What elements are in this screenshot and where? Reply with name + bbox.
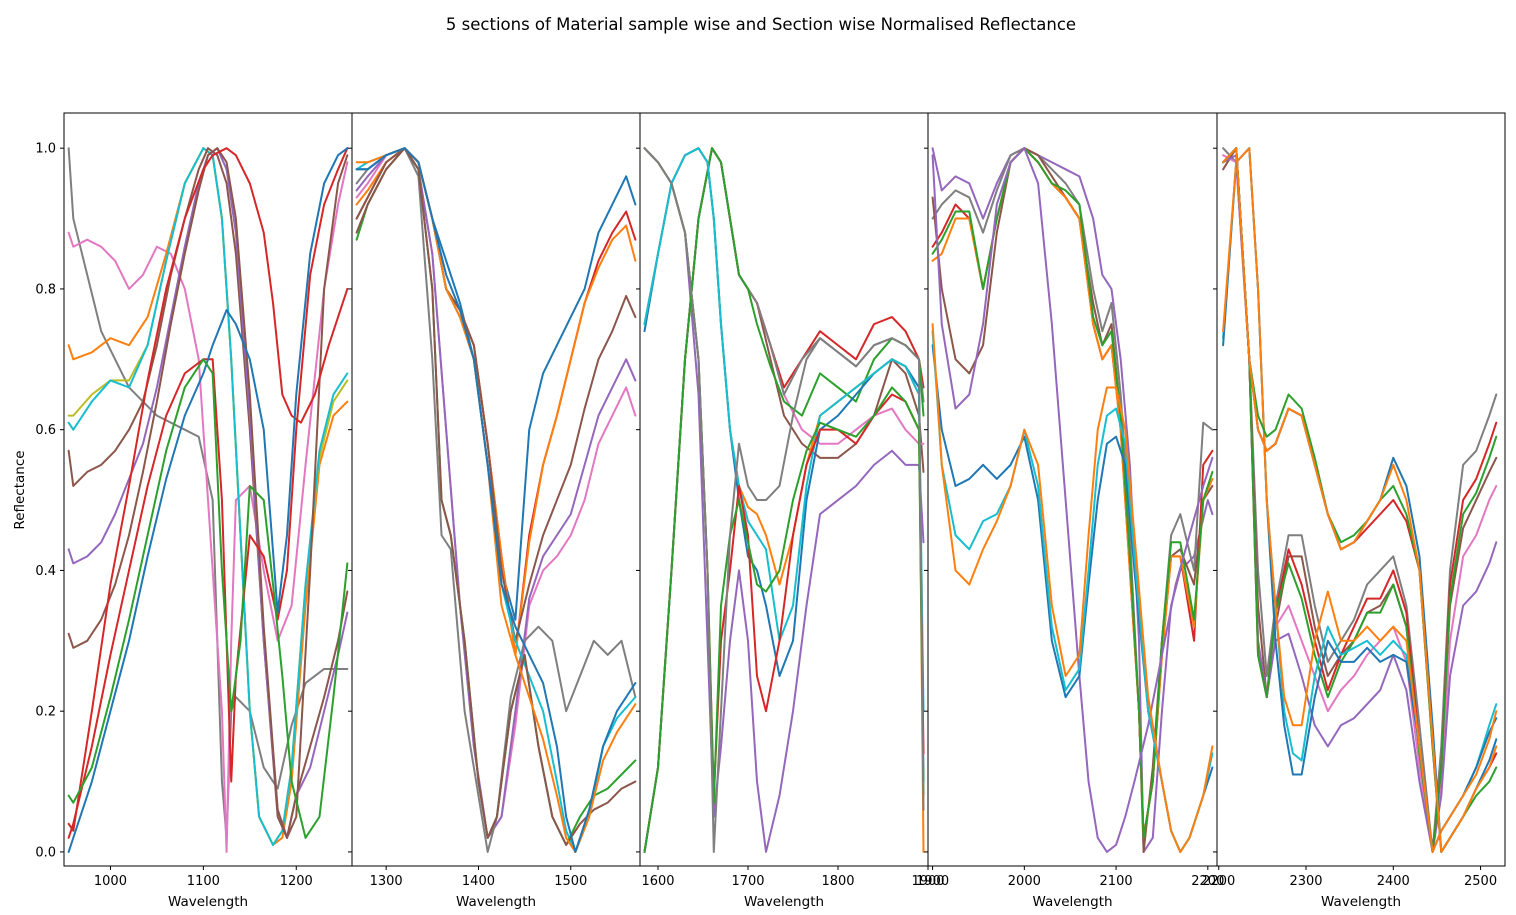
series-line-5-13 — [1222, 147, 1498, 853]
x-tick-label: 2100 — [1100, 874, 1133, 889]
series-group — [67, 147, 349, 853]
series-group — [355, 147, 637, 853]
x-tick-label: 1300 — [370, 874, 403, 889]
x-tick-label: 1700 — [731, 874, 764, 889]
x-tick-label: 1200 — [280, 874, 313, 889]
x-axis-label: Wavelength — [456, 894, 536, 910]
x-axis-label: Wavelength — [168, 894, 248, 910]
series-line-4-6 — [931, 147, 1214, 839]
x-tick-label: 2200 — [1191, 874, 1224, 889]
x-axis-label: Wavelength — [744, 894, 824, 910]
series-group — [931, 147, 1214, 853]
series-line-5-6 — [1222, 147, 1498, 853]
x-tick-label: 2400 — [1377, 874, 1410, 889]
x-tick-label: 1900 — [916, 874, 949, 889]
y-tick-label: 0.0 — [35, 845, 56, 860]
x-tick-label: 1900 — [911, 874, 944, 889]
x-tick-label: 1000 — [94, 874, 127, 889]
y-tick-label: 0.2 — [35, 705, 56, 720]
y-tick-label: 1.0 — [35, 142, 56, 157]
subplot-4: 1900 2000 2100 2200 Wavelength — [916, 112, 1224, 910]
series-line-5-9 — [1222, 147, 1498, 853]
chart-title: 5 sections of Material sample wise and S… — [446, 15, 1076, 34]
series-line-3-12 — [643, 147, 925, 853]
x-tick-label: 1100 — [187, 874, 220, 889]
x-tick-label: 1800 — [821, 874, 854, 889]
x-tick-label: 1600 — [641, 874, 674, 889]
series-line-3-9 — [643, 147, 925, 713]
series-line-4-7 — [931, 147, 1214, 853]
series-line-1-5 — [67, 147, 349, 846]
subplot-frame — [1216, 112, 1506, 867]
subplot-2: 1300 1400 1500 Wavelength — [348, 112, 641, 910]
x-tick-label: 2000 — [1008, 874, 1041, 889]
x-tick-label: 1400 — [462, 874, 495, 889]
x-tick-label: 2500 — [1464, 874, 1497, 889]
x-axis-label: Wavelength — [1032, 894, 1112, 910]
x-tick-label: 2300 — [1289, 874, 1322, 889]
series-line-3-1 — [643, 147, 925, 853]
series-line-1-8 — [67, 147, 349, 839]
series-line-4-1 — [931, 147, 1214, 853]
series-line-5-1 — [1222, 147, 1498, 853]
x-tick-label: 2200 — [1202, 874, 1235, 889]
y-tick-label: 0.4 — [35, 564, 56, 579]
series-line-4-10 — [931, 323, 1214, 853]
subplot-1: 1000 1100 1200 0.0 0.2 0.4 0.6 0.8 1.0 Wavelength — [35, 112, 353, 910]
panels: 1000 1100 1200 0.0 0.2 0.4 0.6 0.8 1.0 Wavelength… — [35, 112, 1506, 910]
subplot-5: 2200 2300 2400 2500 Wavelength — [1202, 112, 1506, 910]
x-axis-label: Wavelength — [1321, 894, 1401, 910]
x-tick-label: 1500 — [554, 874, 587, 889]
series-line-1-2 — [67, 161, 349, 853]
y-tick-label: 0.6 — [35, 423, 56, 438]
series-line-2-12 — [355, 147, 637, 853]
series-group — [643, 147, 925, 853]
series-line-1-12 — [67, 358, 349, 839]
series-group — [1222, 147, 1498, 853]
series-line-1-11 — [67, 147, 349, 853]
y-axis-label: Reflectance — [12, 450, 28, 529]
series-line-2-7 — [355, 147, 637, 853]
y-tick-label: 0.8 — [35, 282, 56, 297]
series-line-1-9 — [67, 147, 349, 832]
